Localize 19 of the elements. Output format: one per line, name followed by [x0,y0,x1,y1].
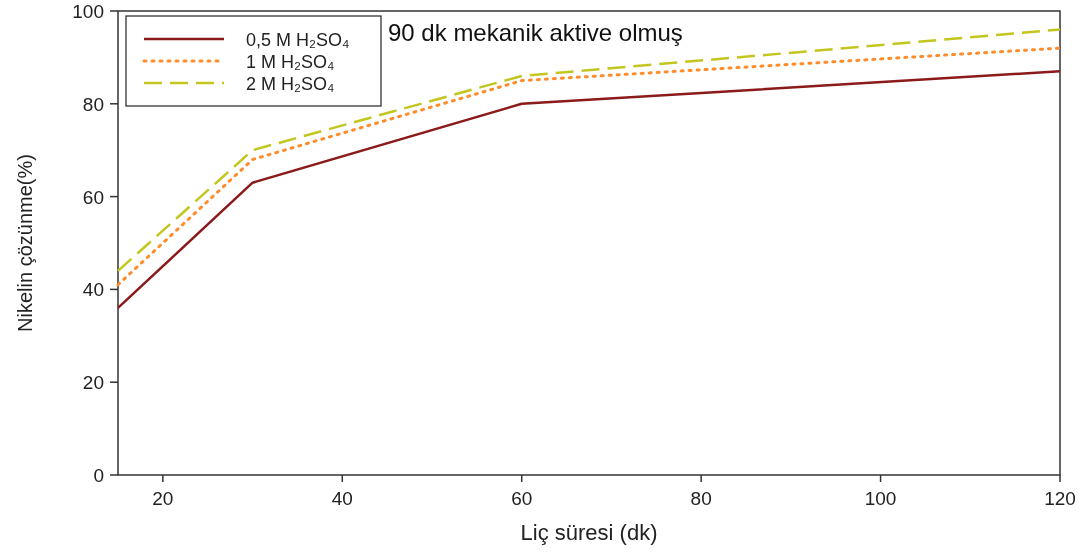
x-tick-label: 120 [1044,488,1076,509]
legend-label: 2 M H₂SO₄ [246,74,335,94]
legend-label: 0,5 M H₂SO₄ [246,30,350,50]
y-tick-label: 0 [93,465,104,486]
y-tick-label: 100 [72,1,104,22]
chart-title: 90 dk mekanik aktive olmuş [388,19,683,46]
y-tick-label: 80 [82,93,104,115]
y-tick-label: 20 [82,372,104,394]
x-tick-label: 80 [690,488,712,509]
x-axis-title: Liç süresi (dk) [520,520,658,545]
y-tick-label: 60 [82,186,104,208]
y-tick-label: 40 [82,279,104,301]
x-tick-label: 20 [152,488,174,509]
x-tick-label: 100 [864,488,897,509]
y-axis-title: Nikelin çözünme(%) [14,154,36,332]
x-tick-label: 60 [511,488,533,509]
x-tick-label: 40 [331,488,353,509]
legend-label: 1 M H₂SO₄ [246,52,335,72]
line-series [116,70,1062,310]
